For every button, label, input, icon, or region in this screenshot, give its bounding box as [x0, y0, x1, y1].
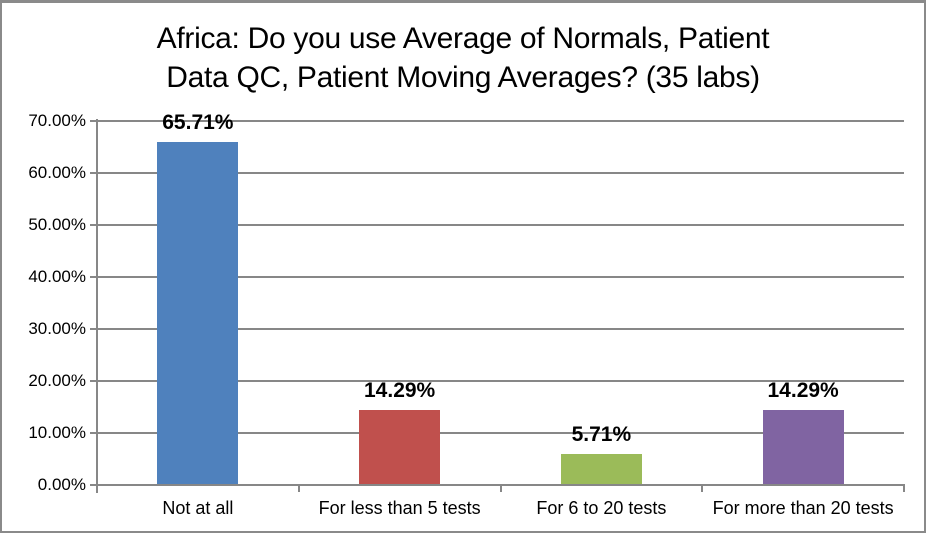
x-axis-tick: [903, 484, 905, 492]
y-axis-line: [96, 119, 98, 493]
gridline: [97, 432, 904, 434]
y-axis-tick-label: 60.00%: [28, 163, 86, 182]
y-axis-tick: [90, 484, 97, 486]
gridline: [97, 224, 904, 226]
gridline: [97, 328, 904, 330]
y-axis-tick: [90, 380, 97, 382]
bar-value-label: 14.29%: [767, 378, 839, 402]
plot-area: 0.00% 10.00% 20.00% 30.00% 40.00% 50.00% 60.00…: [2, 3, 924, 531]
gridline: [97, 380, 904, 382]
x-axis-line: [97, 484, 904, 486]
chart-title: Africa: Do you use Average of Normals, P…: [2, 19, 924, 97]
y-axis-tick-label: 70.00%: [28, 111, 86, 130]
y-axis-tick-label: 20.00%: [28, 371, 86, 390]
x-axis-category-label: Not at all: [162, 498, 234, 518]
chart-title-line2: Data QC, Patient Moving Averages? (35 la…: [166, 61, 760, 94]
y-axis-tick: [90, 172, 97, 174]
chart-title-line1: Africa: Do you use Average of Normals, P…: [156, 22, 770, 55]
x-axis-tick: [499, 484, 502, 492]
bar-value-label: 65.71%: [162, 111, 234, 135]
x-axis-category-label: For more than 20 tests: [712, 498, 894, 518]
bar-for-more-than-20-tests: [762, 409, 844, 484]
y-axis-tick: [90, 224, 97, 226]
x-axis-tick: [297, 484, 300, 492]
bar-for-less-than-5-tests: [359, 409, 441, 484]
x-axis-category-label: For 6 to 20 tests: [536, 498, 667, 518]
bar-not-at-all: [157, 142, 239, 484]
y-axis-tick: [90, 120, 97, 122]
bar-value-label: 14.29%: [364, 378, 436, 402]
bar-value-label: 5.71%: [571, 423, 632, 447]
y-axis-tick-label: 0.00%: [37, 475, 86, 494]
y-axis-tick: [90, 276, 97, 278]
y-axis-tick-label: 50.00%: [28, 215, 86, 234]
x-axis-tick: [701, 484, 704, 492]
y-axis-tick: [90, 328, 97, 330]
bar-for-6-to-20-tests: [560, 454, 642, 484]
gridline: [97, 120, 904, 122]
y-axis-tick: [90, 432, 97, 434]
y-axis-tick-label: 40.00%: [28, 267, 86, 286]
y-axis-tick-label: 10.00%: [28, 423, 86, 442]
x-axis-category-label: For less than 5 tests: [318, 498, 481, 518]
gridline: [97, 276, 904, 278]
gridline: [97, 172, 904, 174]
y-axis-tick-label: 30.00%: [28, 319, 86, 338]
